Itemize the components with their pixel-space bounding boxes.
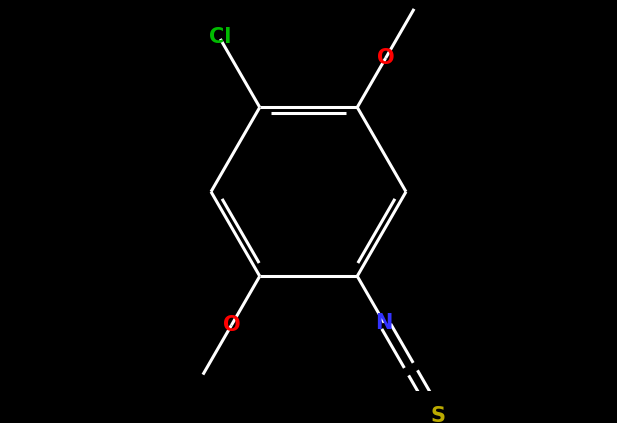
Text: O: O (223, 316, 240, 335)
Text: Cl: Cl (209, 27, 231, 47)
Text: O: O (377, 48, 394, 68)
Text: S: S (430, 406, 445, 423)
Text: N: N (375, 313, 393, 332)
